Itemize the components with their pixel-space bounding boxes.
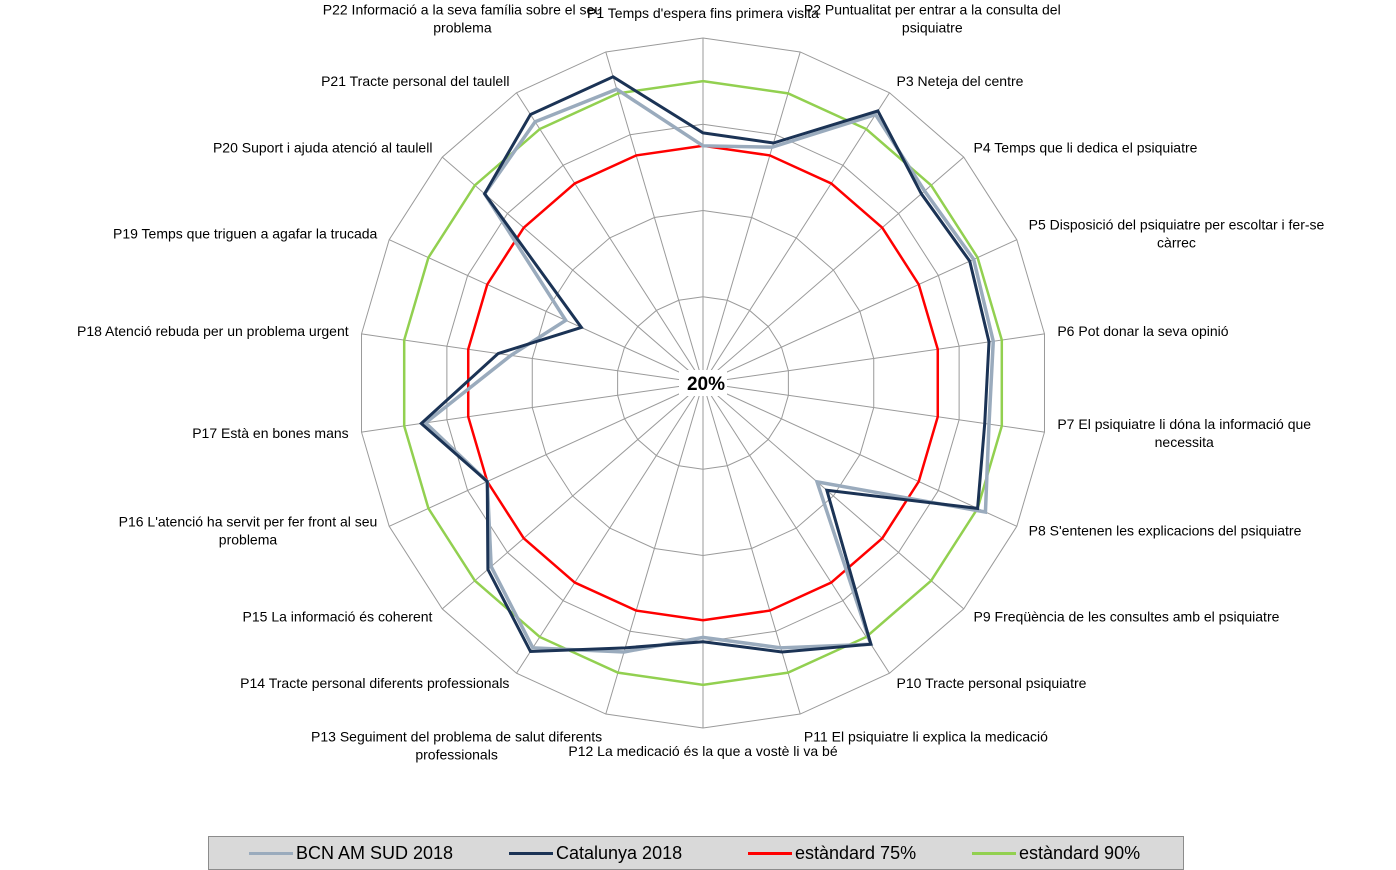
grid-spoke — [702, 382, 890, 674]
axis-label-p4: P4 Temps que li dedica el psiquiatre — [974, 140, 1198, 156]
legend-label: Catalunya 2018 — [556, 842, 683, 863]
grid-spoke — [388, 382, 704, 527]
axis-label-p8: P8 S'entenen les explicacions del psiqui… — [1029, 523, 1302, 539]
axis-label-p2: P2 Puntualitat per entrar a la consulta … — [804, 2, 1061, 36]
legend-label: estàndard 90% — [1019, 842, 1141, 863]
axis-label-p9: P9 Freqüència de les consultes amb el ps… — [974, 608, 1280, 624]
legend: BCN AM SUD 2018 Catalunya 2018 estàndard 7… — [208, 836, 1184, 870]
grid-spoke — [605, 382, 704, 715]
legend-item: estàndard 75% — [748, 843, 916, 864]
axis-label-p7: P7 El psiquiatre li dóna la informació q… — [1057, 416, 1311, 450]
legend-item: Catalunya 2018 — [509, 843, 682, 864]
grid-spoke — [441, 156, 704, 384]
grid-spoke — [361, 333, 704, 384]
axis-label-p17: P17 Està en bones mans — [192, 425, 348, 441]
grid-spoke — [702, 382, 1018, 527]
axis-label-p12: P12 La medicació és la que a vostè li va… — [568, 743, 837, 759]
axis-label-p1: P1 Temps d'espera fins primera visita — [587, 5, 819, 21]
legend-swatch — [249, 851, 293, 855]
grid-spoke — [702, 51, 801, 384]
axis-label-p3: P3 Neteja del centre — [897, 73, 1024, 89]
axis-label-p20: P20 Suport i ajuda atenció al taulell — [213, 140, 432, 156]
axis-label-p15: P15 La informació és coherent — [243, 608, 433, 624]
radar-svg: 20% P1 Temps d'espera fins primera visita… — [77, 2, 1325, 763]
grid-spoke — [516, 92, 704, 384]
axis-label-p10: P10 Tracte personal psiquiatre — [897, 675, 1087, 691]
series-line-est-ndard-75- — [466, 144, 940, 622]
grid-spoke — [702, 92, 890, 384]
axis-label-p14: P14 Tracte personal diferents profession… — [240, 675, 509, 691]
axis-label-p22: P22 Informació a la seva família sobre e… — [323, 2, 602, 36]
legend-item: estàndard 90% — [972, 843, 1140, 864]
axis-label-p21: P21 Tracte personal del taulell — [321, 73, 509, 89]
axis-label-p18: P18 Atenció rebuda per un problema urgen… — [77, 323, 349, 339]
axis-label-p13: P13 Seguiment del problema de salut dife… — [311, 728, 602, 762]
legend-label: BCN AM SUD 2018 — [296, 842, 454, 863]
legend-swatch — [509, 851, 553, 855]
axis-label-p11: P11 El psiquiatre li explica la medicaci… — [804, 728, 1048, 744]
grid-spoke — [702, 239, 1018, 384]
series-line-catalunya-2018 — [419, 75, 991, 654]
grid-spoke — [361, 382, 704, 433]
legend-swatch — [748, 851, 792, 855]
grid-spoke — [441, 382, 704, 610]
axis-label-p16: P16 L'atenció ha servit per fer front al… — [119, 514, 378, 548]
series-line-est-ndard-90- — [402, 79, 1004, 687]
grid-spoke — [516, 382, 704, 674]
grid-spoke — [605, 51, 704, 384]
legend-swatch — [972, 851, 1016, 855]
legend-item: BCN AM SUD 2018 — [249, 843, 453, 864]
axis-label-p6: P6 Pot donar la seva opinió — [1057, 323, 1228, 339]
center-label-bg — [679, 370, 727, 396]
grid-spoke — [702, 382, 965, 610]
axis-label-p19: P19 Temps que triguen a agafar la trucad… — [113, 225, 378, 241]
axis-label-p5: P5 Disposició del psiquiatre per escolta… — [1029, 216, 1325, 250]
legend-label: estàndard 75% — [795, 842, 917, 863]
center-label: 20% — [687, 374, 725, 395]
grid-spoke — [702, 382, 801, 715]
grid-spoke — [388, 239, 704, 384]
series-line-bcn-am-sud-2018 — [422, 87, 996, 654]
